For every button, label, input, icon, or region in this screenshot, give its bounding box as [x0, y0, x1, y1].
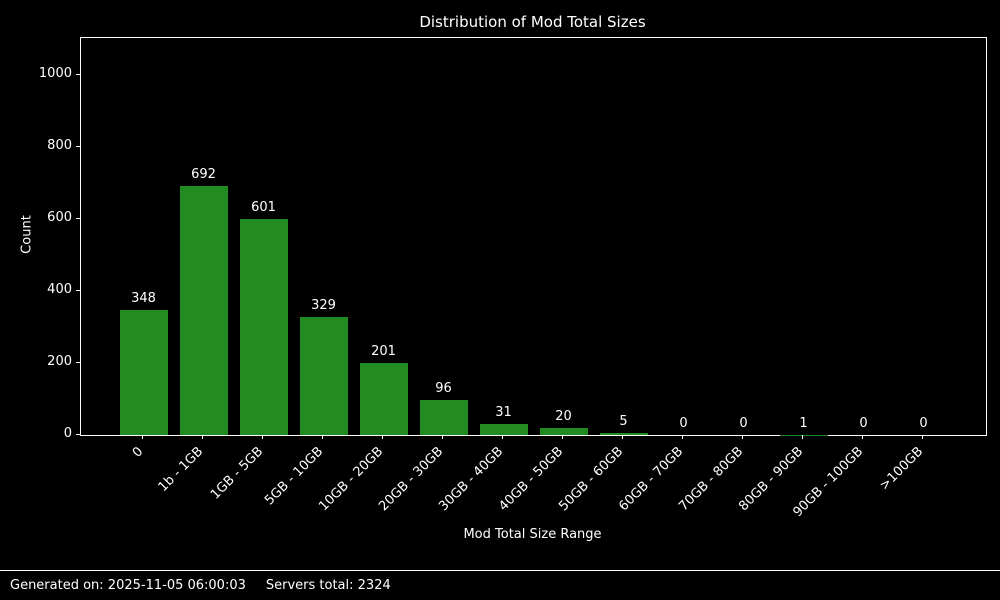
- x-tick-label: 70GB - 80GB: [675, 444, 746, 515]
- x-tick-label: 40GB - 50GB: [495, 444, 566, 515]
- bar-value-label: 96: [435, 381, 452, 397]
- footer-generated-text: Generated on: 2025-11-05 06:00:03: [10, 578, 246, 593]
- x-tick-mark: [862, 435, 863, 439]
- x-tick-mark: [622, 435, 623, 439]
- x-tick-mark: [562, 435, 563, 439]
- bar-value-label: 348: [131, 290, 156, 306]
- y-tick-label: 200: [47, 354, 72, 369]
- x-tick-mark: [742, 435, 743, 439]
- y-tick-label: 0: [63, 426, 72, 441]
- y-tick-mark: [76, 145, 80, 147]
- footer-servers-text: Servers total: 2324: [265, 578, 391, 593]
- y-tick-mark: [76, 433, 80, 435]
- bar: [359, 362, 408, 435]
- bar: [119, 309, 168, 435]
- y-tick-mark: [76, 289, 80, 291]
- bars-layer: 348 692 601 329 201 96 31 20 5 0 0 1 0 0: [81, 38, 986, 435]
- x-tick-label: 1GB - 5GB: [207, 444, 266, 503]
- bar: [539, 427, 588, 435]
- x-tick-mark: [922, 435, 923, 439]
- y-tick-mark: [76, 73, 80, 75]
- bar-value-label: 201: [371, 343, 396, 359]
- footer-separator: [0, 570, 1000, 571]
- x-tick-mark: [202, 435, 203, 439]
- bar-value-label: 1: [799, 415, 808, 431]
- x-tick-mark: [382, 435, 383, 439]
- x-tick-mark: [682, 435, 683, 439]
- x-tick-mark: [442, 435, 443, 439]
- x-tick-mark: [142, 435, 143, 439]
- bar-value-label: 0: [679, 416, 688, 431]
- x-tick-label: 30GB - 40GB: [435, 444, 506, 515]
- chart-title: Distribution of Mod Total Sizes: [419, 13, 646, 31]
- bar: [299, 316, 348, 435]
- bar-value-label: 5: [619, 414, 628, 430]
- x-tick-mark: [502, 435, 503, 439]
- bar-value-label: 692: [191, 166, 216, 182]
- bar: [599, 433, 648, 435]
- bar-value-label: 0: [739, 416, 748, 431]
- bar-value-label: 601: [251, 199, 276, 215]
- y-tick-label: 800: [47, 138, 72, 154]
- x-tick-label: 50GB - 60GB: [555, 444, 626, 515]
- bar-value-label: 20: [555, 408, 572, 424]
- x-tick-mark: [322, 435, 323, 439]
- bar-value-label: 0: [859, 416, 868, 431]
- x-tick-label: 10GB - 20GB: [315, 444, 386, 515]
- x-axis-label: Mod Total Size Range: [463, 527, 602, 542]
- x-tick-label: 0: [129, 444, 146, 461]
- y-tick-mark: [76, 217, 80, 219]
- x-tick-label: 80GB - 90GB: [735, 444, 806, 515]
- x-tick-mark: [262, 435, 263, 439]
- bar-value-label: 0: [919, 416, 928, 431]
- x-tick-label: 5GB - 10GB: [261, 444, 326, 509]
- plot-area: 348 692 601 329 201 96 31 20 5 0 0 1 0 0: [80, 37, 987, 436]
- bar: [419, 400, 468, 435]
- x-tick-label: 1b - 1GB: [155, 444, 206, 495]
- bar: [239, 218, 288, 435]
- bar-value-label: 329: [311, 297, 336, 313]
- y-tick-mark: [76, 361, 80, 363]
- y-tick-label: 1000: [38, 66, 72, 82]
- footer: Generated on: 2025-11-05 06:00:03 Servers…: [10, 578, 391, 593]
- bar-value-label: 31: [495, 404, 512, 420]
- x-tick-mark: [802, 435, 803, 439]
- x-tick-label: 20GB - 30GB: [375, 444, 446, 515]
- x-tick-label: 90GB - 100GB: [789, 444, 866, 521]
- bar: [179, 185, 228, 435]
- x-tick-label: 60GB - 70GB: [615, 444, 686, 515]
- y-tick-label: 600: [47, 210, 72, 226]
- y-axis-label: Count: [19, 215, 35, 254]
- x-tick-label: >100GB: [876, 444, 926, 494]
- y-tick-label: 400: [47, 282, 72, 298]
- bar: [479, 423, 528, 435]
